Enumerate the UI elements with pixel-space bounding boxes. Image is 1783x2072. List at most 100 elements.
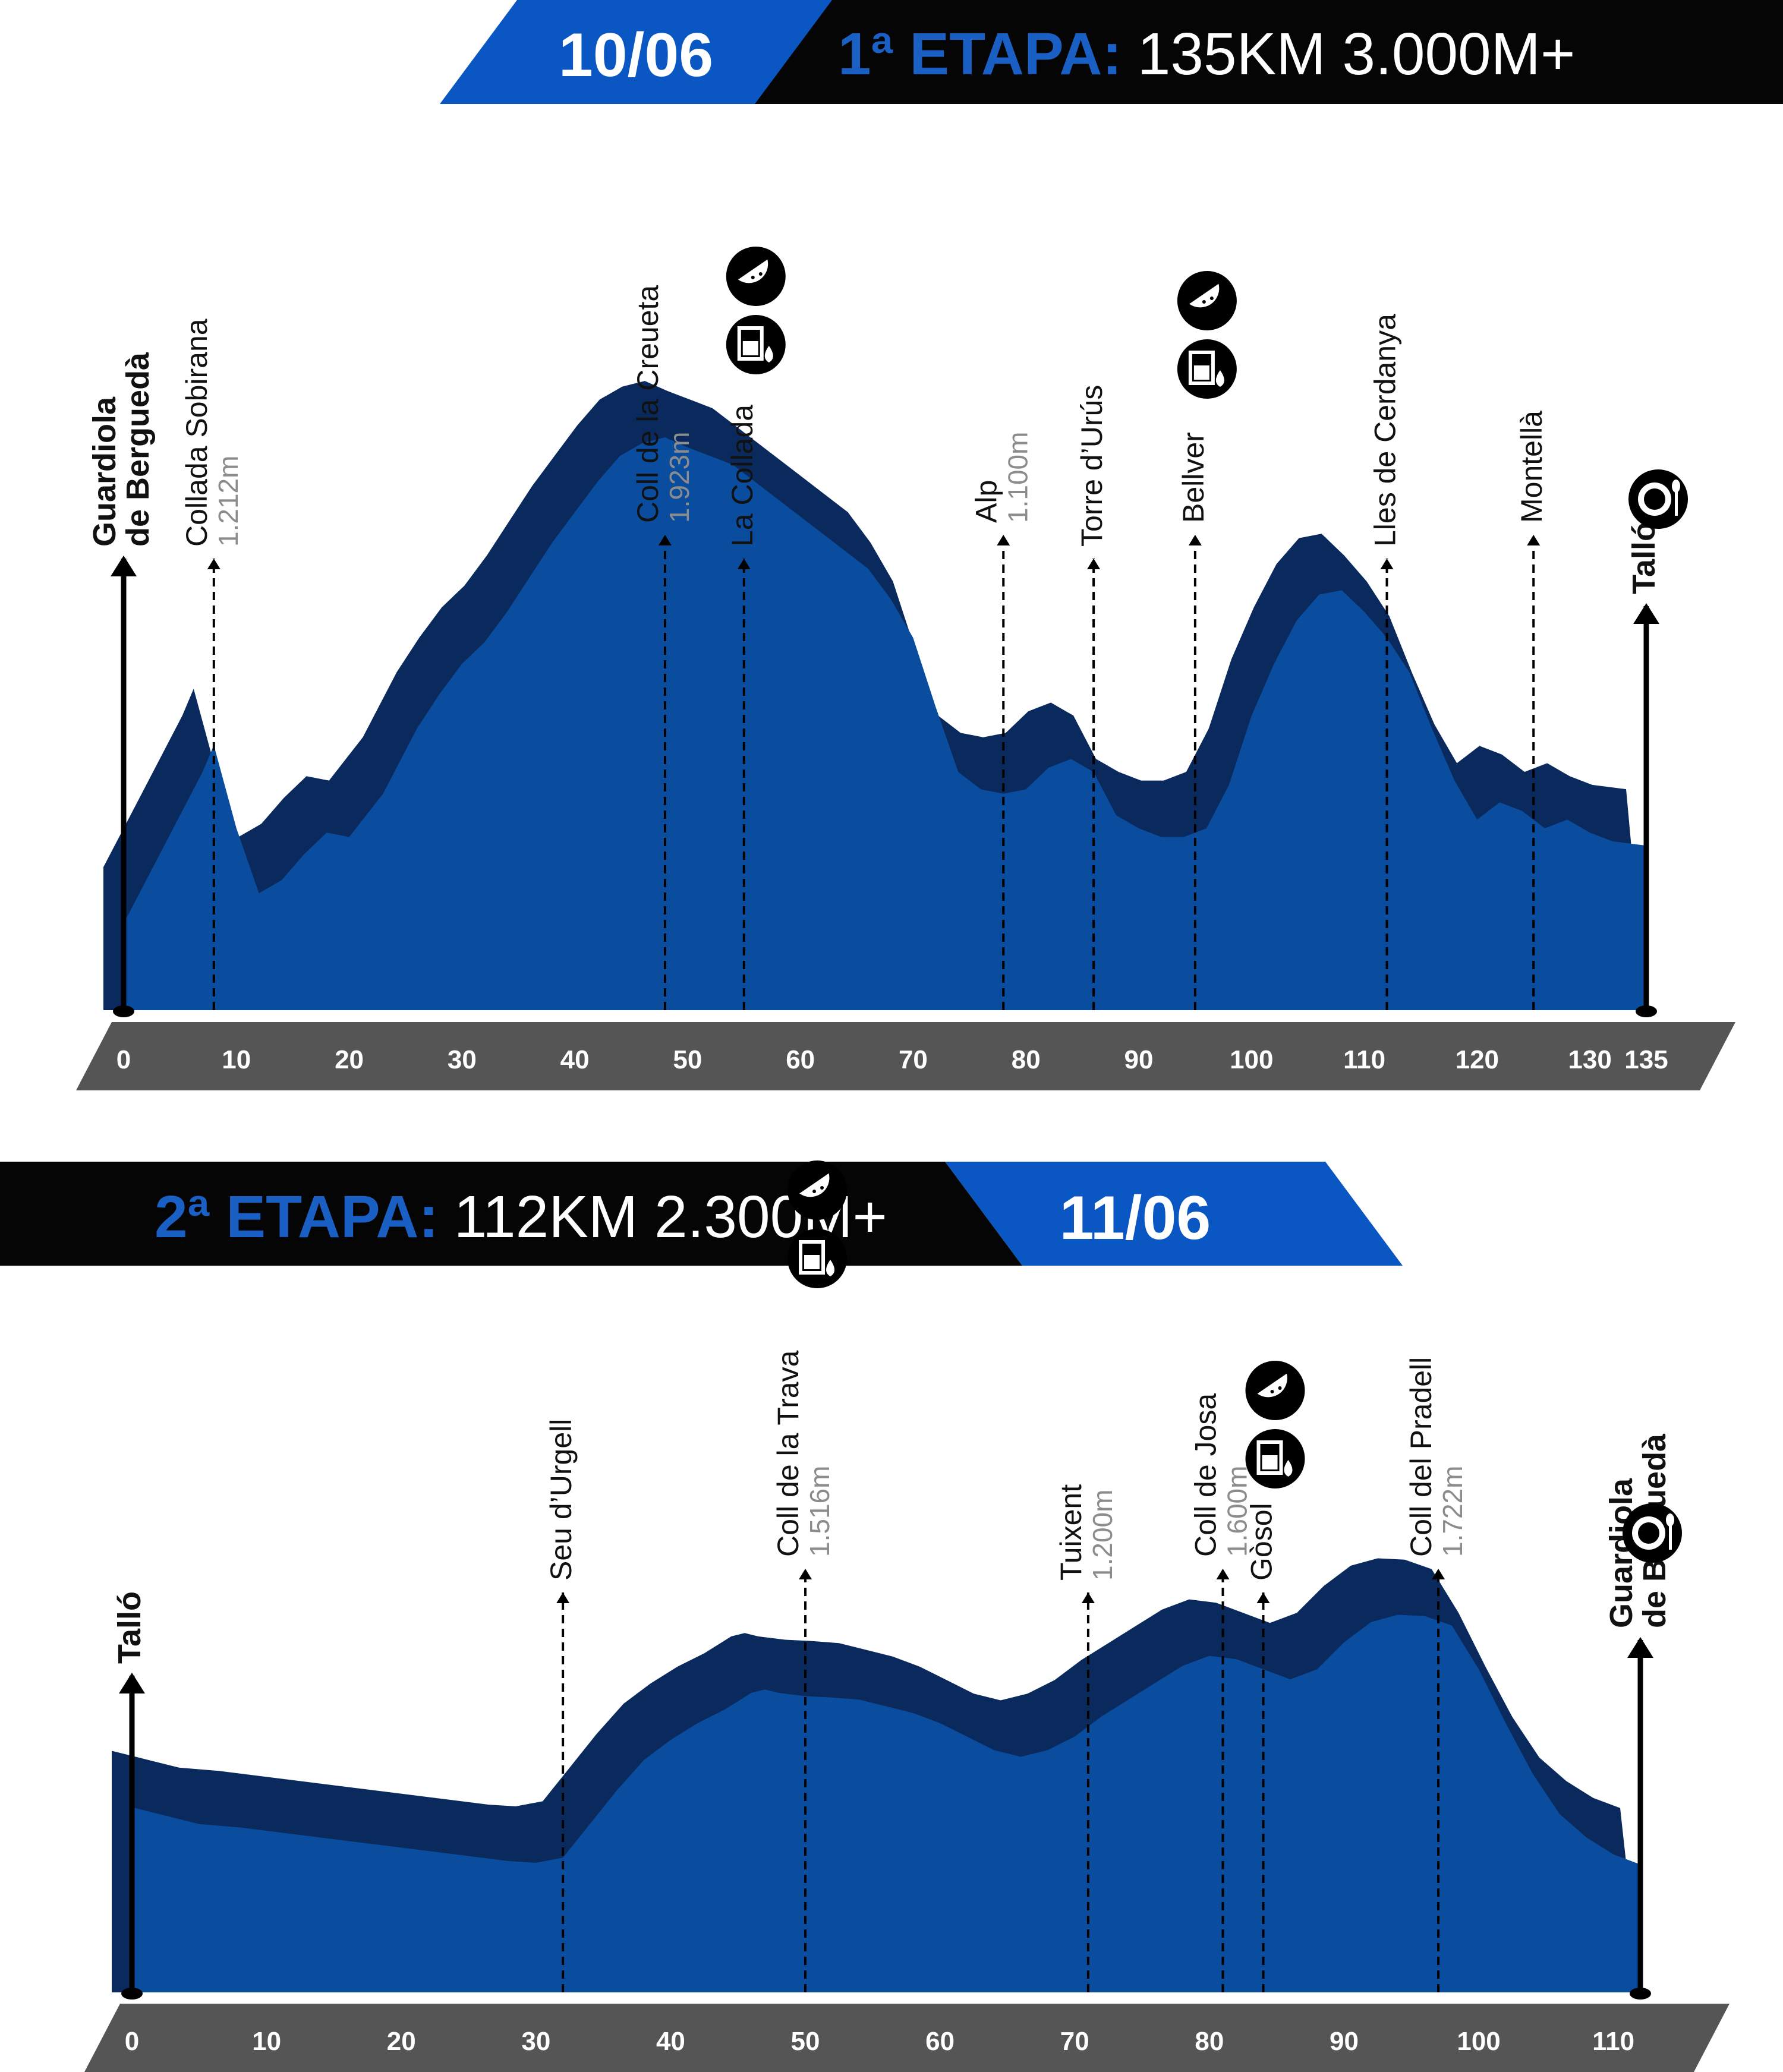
stage-title: 2ª ETAPA: 112KM 2.300M+ xyxy=(155,1184,887,1250)
x-tick-label: 0 xyxy=(125,2027,139,2056)
waypoint-2: Seu d’Urgell xyxy=(544,1419,578,1992)
waypoint-elevation: 1.923m xyxy=(664,432,695,523)
waypoint-label: Coll de la Creueta 1.923m xyxy=(631,285,695,523)
waypoint-elevation: 1.722m xyxy=(1437,1466,1468,1557)
waypoint-base xyxy=(1630,1988,1651,2000)
waypoint-name: Tuixent xyxy=(1054,1484,1088,1581)
arrow-head-icon xyxy=(1633,603,1659,624)
waypoint-name: Lles de Cerdanya xyxy=(1369,314,1402,547)
waypoint-name: Coll de Josa xyxy=(1189,1393,1223,1557)
stage-number: 2ª ETAPA: xyxy=(155,1184,439,1250)
arrow-head-icon xyxy=(799,1569,812,1579)
date-banner xyxy=(440,0,877,104)
waypoint-9: Montellà xyxy=(1515,411,1548,1010)
arrow-head-icon xyxy=(997,535,1010,545)
watermelon-slice xyxy=(738,259,768,283)
waypoint-10: Talló xyxy=(1626,469,1688,1017)
arrow-head-icon xyxy=(1380,559,1394,569)
arrow-head-icon xyxy=(1527,535,1541,545)
waypoint-6: Torre d’Urús xyxy=(1075,385,1108,1010)
arrow-head-icon xyxy=(1188,535,1202,545)
waypoint-5: Coll de Josa 1.600m xyxy=(1189,1393,1253,1992)
glass-shape xyxy=(737,326,764,361)
waypoint-base xyxy=(113,1005,134,1017)
waypoint-elevation: 1.100m xyxy=(1002,432,1033,523)
waypoint-name: Talló xyxy=(1626,522,1662,594)
waypoint-label: Montellà xyxy=(1515,411,1548,523)
x-tick-label: 60 xyxy=(786,1045,815,1074)
water-icon xyxy=(1177,339,1237,399)
drop-shape xyxy=(764,346,773,362)
waypoint-3: Coll de la Creueta 1.923m xyxy=(631,285,695,1010)
waypoint-name: Guardiola xyxy=(87,396,122,547)
stage-date: 11/06 xyxy=(1060,1184,1211,1253)
x-tick-label: 110 xyxy=(1592,2027,1634,2056)
x-tick-label: 120 xyxy=(1456,1045,1499,1074)
watermelon-slice xyxy=(799,1173,830,1197)
profile-area xyxy=(124,437,1646,1010)
waypoint-label: Torre d’Urús xyxy=(1075,385,1108,547)
stage-1-header: 10/06 1ª ETAPA: 135KM 3.000M+ xyxy=(440,0,1783,104)
arrow-head-icon xyxy=(1087,559,1101,569)
spoon-shape xyxy=(1669,1516,1672,1550)
x-tick-label: 90 xyxy=(1124,1045,1154,1074)
waypoint-elevation: 1.516m xyxy=(804,1466,835,1557)
x-tick-label: 100 xyxy=(1457,2027,1500,2056)
drop-shape xyxy=(1215,370,1224,387)
waypoint-base xyxy=(121,1988,143,2000)
x-tick-label: 60 xyxy=(925,2027,954,2056)
waypoint-1: Talló xyxy=(112,1591,147,2000)
waypoint-label: Alp 1.100m xyxy=(969,432,1033,523)
stage-2-header: 11/06 2ª ETAPA: 112KM 2.300M+ xyxy=(0,1162,1403,1266)
waypoint-elevation: 1.600m xyxy=(1222,1466,1253,1557)
spoon-shape xyxy=(1675,482,1678,516)
waypoint-8: Lles de Cerdanya xyxy=(1369,314,1402,1010)
waypoint-elevation: 1.200m xyxy=(1087,1490,1118,1581)
profile-area xyxy=(132,1614,1640,1992)
water-icon xyxy=(726,315,786,374)
arrow-head-icon xyxy=(207,559,220,569)
waypoint-name: Seu d’Urgell xyxy=(544,1419,578,1581)
x-tick-label: 10 xyxy=(252,2027,281,2056)
x-axis-band xyxy=(76,1022,1735,1090)
x-tick-label: 110 xyxy=(1343,1045,1385,1074)
x-tick-label: 70 xyxy=(899,1045,928,1074)
glass-shape xyxy=(1256,1440,1283,1475)
waypoint-6: Gòsol xyxy=(1245,1361,1305,1992)
waypoint-name: Coll del Pradell xyxy=(1404,1357,1438,1557)
x-tick-label: 20 xyxy=(387,2027,416,2056)
waypoint-label: Talló xyxy=(112,1591,147,1664)
waypoint-label: Talló xyxy=(1626,522,1662,594)
arrow-head-icon xyxy=(556,1592,570,1603)
drop-shape xyxy=(1284,1460,1293,1477)
waypoint-name: Gòsol xyxy=(1245,1503,1278,1581)
x-tick-label: 50 xyxy=(673,1045,702,1074)
x-tick-label: 135 xyxy=(1624,1045,1668,1074)
drop-shape xyxy=(826,1260,835,1276)
x-tick-label: 30 xyxy=(521,2027,550,2056)
waypoint-4: La Collada xyxy=(726,247,786,1010)
waypoint-label: Collada Sobirana 1.212m xyxy=(180,318,244,547)
meal-icon xyxy=(1623,1503,1682,1563)
waypoint-name: Talló xyxy=(112,1591,147,1664)
fruit-icon xyxy=(1245,1361,1305,1420)
waypoint-name-line2: de Berguedà xyxy=(120,352,156,547)
waypoint-name: La Collada xyxy=(726,405,759,547)
waypoint-name: Bellver xyxy=(1177,432,1210,523)
fruit-icon xyxy=(1177,271,1237,330)
waypoint-label: Lles de Cerdanya xyxy=(1369,314,1402,547)
x-tick-label: 40 xyxy=(560,1045,590,1074)
waypoint-3: Coll de la Trava 1.516m xyxy=(771,1160,848,1992)
waypoint-name: Coll de la Trava xyxy=(771,1350,805,1557)
x-tick-label: 20 xyxy=(335,1045,364,1074)
glass-shape xyxy=(799,1240,826,1275)
x-tick-label: 50 xyxy=(791,2027,820,2056)
x-tick-label: 0 xyxy=(116,1045,131,1074)
waypoint-name: Montellà xyxy=(1515,411,1548,523)
x-tick-label: 40 xyxy=(656,2027,685,2056)
arrow-head-icon xyxy=(1256,1592,1270,1603)
